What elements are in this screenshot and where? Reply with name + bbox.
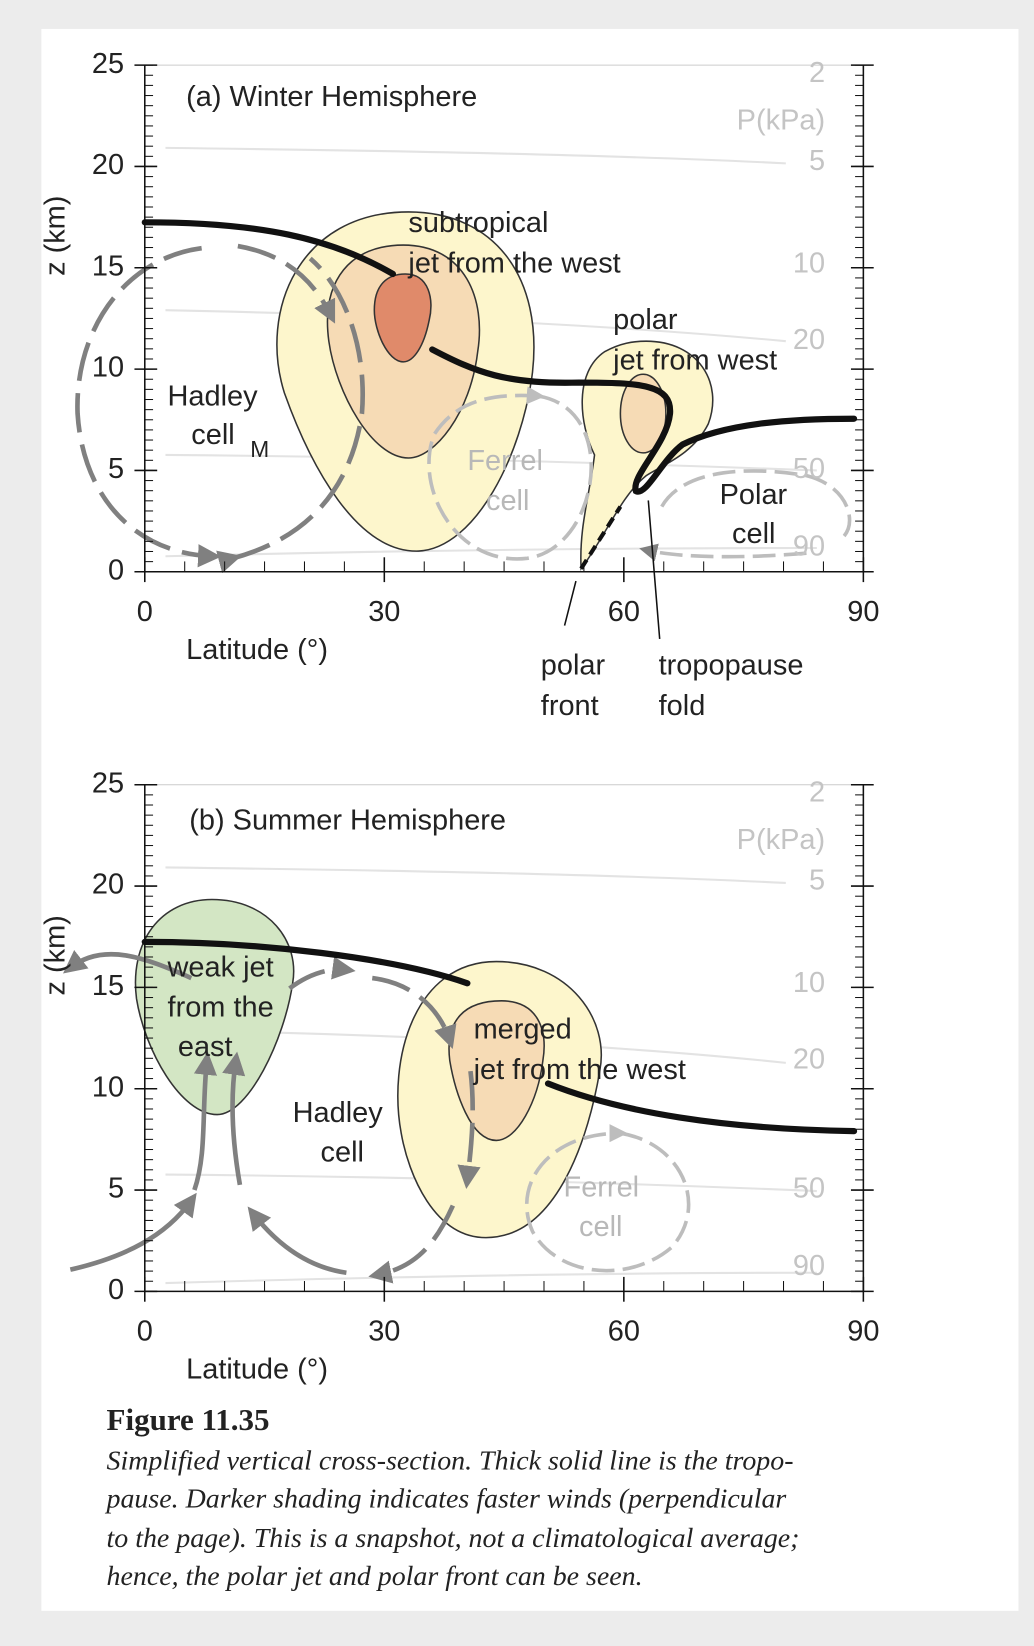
y-tick-label: 10: [92, 352, 124, 384]
x-tick-label: 90: [847, 1315, 879, 1347]
x-tick-label: 30: [368, 596, 400, 628]
hadley-arrow: [75, 245, 222, 568]
y-tick-label: 25: [92, 48, 124, 80]
label: cell: [321, 1136, 364, 1168]
pressure-tick-label: 2: [809, 777, 825, 809]
label: cell: [732, 518, 775, 550]
y-tick-label: 0: [108, 554, 124, 586]
label: polar: [613, 304, 678, 336]
ferrel-arrow: [427, 386, 594, 561]
caption-line: to the page). This is a snapshot, not a …: [107, 1523, 800, 1554]
label: front: [541, 690, 599, 722]
hadley-arrow: [63, 949, 193, 981]
x-tick-label: 0: [137, 596, 153, 628]
label: east: [178, 1031, 233, 1063]
y-tick-label: 10: [92, 1071, 124, 1103]
y-tick-label: 0: [108, 1274, 124, 1306]
polar-jet-core: [619, 373, 667, 454]
label: Ferrel: [467, 445, 543, 477]
x-axis-label: Latitude (°): [186, 634, 328, 666]
label: cell: [486, 485, 529, 517]
hadley-arrow: [288, 956, 356, 991]
pressure-tick-label: 90: [793, 531, 825, 563]
pressure-label: P(kPa): [737, 824, 825, 856]
label: jet from the west: [407, 247, 620, 279]
caption-line: pause. Darker shading indicates faster w…: [105, 1484, 787, 1515]
pressure-tick-label: 5: [809, 865, 825, 897]
caption-line: hence, the polar jet and polar front can…: [107, 1561, 643, 1592]
hadley-arrow: [69, 1192, 197, 1272]
pressure-tick-label: 10: [793, 967, 825, 999]
page-sheet: [41, 28, 1019, 1611]
y-tick-label: 5: [108, 1173, 124, 1205]
y-tick-label: 20: [92, 869, 124, 901]
label: from the: [168, 992, 274, 1024]
y-tick-label: 20: [92, 149, 124, 181]
pressure-label: P(kPa): [737, 105, 825, 137]
x-tick-label: 30: [368, 1315, 400, 1347]
pointer: [563, 500, 661, 640]
hadley-arrow: [192, 1051, 218, 1191]
pressure-tick-label: 20: [793, 1043, 825, 1075]
tropopause: [544, 1080, 858, 1135]
jet-core: [373, 273, 432, 363]
tropopause: [141, 219, 397, 278]
x-tick-label: 90: [847, 596, 879, 628]
label: subtropical: [408, 207, 548, 239]
pressure-tick-label: 5: [809, 145, 825, 177]
hadley-arrow: [222, 1051, 246, 1186]
hadley-arrow: [371, 975, 457, 1049]
label: cell: [191, 419, 234, 451]
label: cell: [579, 1211, 622, 1243]
pressure-tick-label: 20: [793, 324, 825, 356]
x-axis-label: Latitude (°): [186, 1354, 328, 1386]
pressure-tick-label: 50: [793, 453, 825, 485]
panel-summer: (b) Summer Hemisphere weak jet from the …: [40, 767, 880, 1385]
y-tick-label: 15: [92, 250, 124, 282]
pressure-tick-label: 90: [793, 1250, 825, 1282]
label: Ferrel: [564, 1172, 640, 1204]
x-tick-label: 60: [608, 596, 640, 628]
panel-winter: (a) Winter Hemisphere subtropical jet fr…: [40, 48, 880, 722]
y-tick-label: 15: [92, 970, 124, 1002]
label: merged: [474, 1013, 572, 1045]
panel-title: (a) Winter Hemisphere: [186, 81, 477, 113]
tropopause: [141, 938, 471, 987]
caption-line: Simplified vertical cross-section. Thick…: [107, 1445, 794, 1476]
label: Hadley: [293, 1097, 384, 1129]
caption-title: Figure 11.35: [107, 1402, 270, 1437]
label: tropopause: [659, 650, 804, 682]
label: jet from west: [612, 345, 777, 377]
y-tick-label: 25: [92, 767, 124, 799]
label: Polar: [720, 479, 788, 511]
polar-front-line: [579, 505, 623, 570]
label: jet from the west: [473, 1054, 686, 1086]
label: M: [250, 436, 269, 462]
hadley-arrow: [457, 1070, 481, 1189]
panel-title: (b) Summer Hemisphere: [189, 805, 506, 837]
hadley-arrow: [237, 243, 336, 324]
pressure-tick-label: 50: [793, 1173, 825, 1205]
x-tick-label: 0: [137, 1315, 153, 1347]
label: weak jet: [167, 951, 274, 983]
label: polar: [541, 650, 606, 682]
pressure-tick-label: 2: [809, 57, 825, 89]
y-axis-label: z (km): [40, 915, 72, 995]
pressure-tick-label: 10: [793, 247, 825, 279]
label: Hadley: [168, 381, 259, 413]
y-tick-label: 5: [108, 453, 124, 485]
label: fold: [659, 690, 706, 722]
hadley-arrow: [247, 1206, 347, 1276]
polar-cell-arrow: [646, 469, 852, 557]
hadley-arrow: [216, 256, 365, 574]
hadley-arrow: [368, 1204, 456, 1284]
ferrel-arrow: [525, 1124, 691, 1273]
y-axis-label: z (km): [40, 196, 72, 276]
tropopause: [429, 346, 858, 495]
x-tick-label: 60: [608, 1315, 640, 1347]
